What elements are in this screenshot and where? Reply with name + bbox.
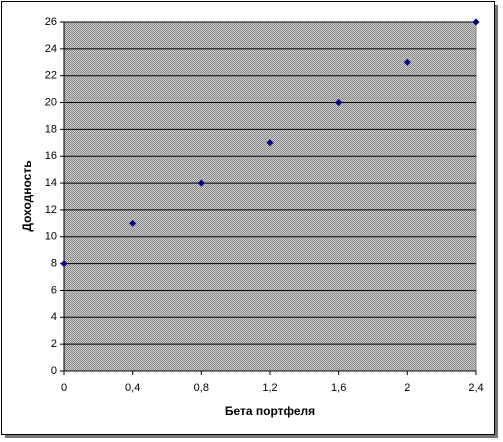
x-tick-label: 0,8 — [194, 382, 209, 394]
point — [472, 18, 480, 26]
y-axis-title: Доходность — [20, 160, 34, 231]
x-tick-label: 0,4 — [125, 382, 140, 394]
y-tick-label: 14 — [45, 177, 57, 189]
y-tick-label: 6 — [51, 284, 57, 296]
y-tick-label: 8 — [51, 258, 57, 270]
y-tick-label: 24 — [45, 43, 57, 55]
point — [197, 179, 205, 187]
y-tick-label: 2 — [51, 338, 57, 350]
y-tick-label: 20 — [45, 96, 57, 108]
x-tick-label: 2,4 — [468, 382, 483, 394]
y-tick-label: 0 — [51, 365, 57, 377]
point — [335, 99, 343, 107]
x-axis-title: Бета портфеля — [225, 404, 315, 418]
point — [60, 260, 68, 268]
plot-area — [63, 21, 477, 372]
x-tick-label: 2 — [404, 382, 410, 394]
y-tick-label: 18 — [45, 123, 57, 135]
y-tick-label: 26 — [45, 16, 57, 28]
y-tick-label: 16 — [45, 150, 57, 162]
x-tick-label: 0 — [61, 382, 67, 394]
point — [403, 58, 411, 66]
y-tick-label: 12 — [45, 204, 57, 216]
y-tick-label: 4 — [51, 311, 57, 323]
x-tick-label: 1,6 — [331, 382, 346, 394]
y-tick-label: 22 — [45, 70, 57, 82]
x-tick-label: 1,2 — [262, 382, 277, 394]
y-tick-label: 10 — [45, 231, 57, 243]
point — [129, 219, 137, 227]
point — [266, 139, 274, 147]
